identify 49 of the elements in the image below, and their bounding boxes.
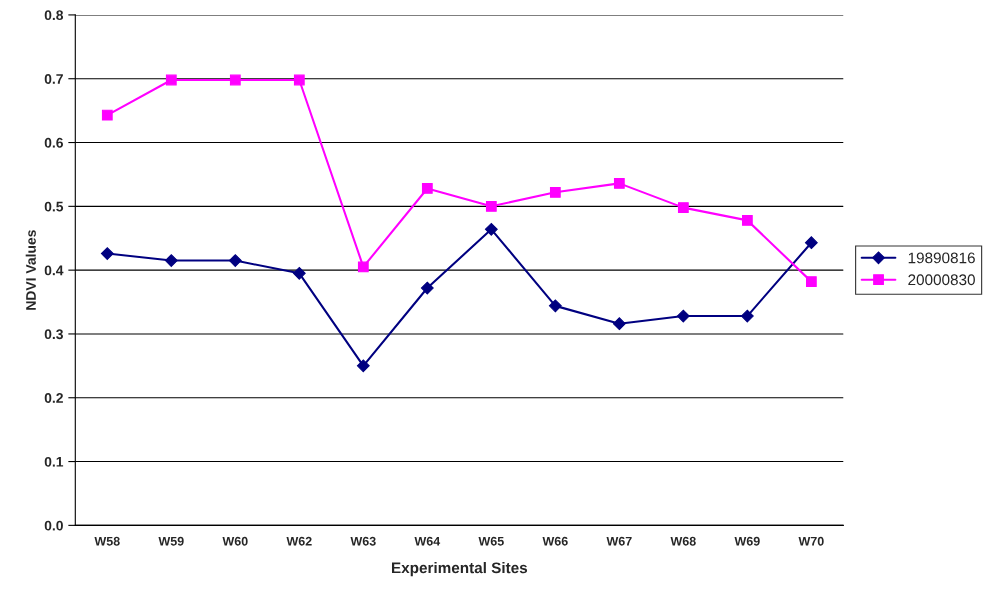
- point: [229, 74, 241, 86]
- point: [740, 309, 754, 323]
- point: [548, 299, 562, 313]
- x-tick-label: W64: [414, 536, 441, 546]
- point: [420, 281, 434, 295]
- x-tick-label: W62: [286, 536, 312, 546]
- point: [676, 309, 690, 323]
- x-axis-title: Experimental Sites: [392, 562, 528, 577]
- point: [356, 359, 370, 373]
- x-tick-label: W70: [798, 536, 824, 546]
- point: [357, 261, 369, 273]
- point: [612, 317, 626, 331]
- point: [293, 74, 305, 86]
- x-tick-label: W60: [222, 536, 248, 546]
- x-tick-label: W65: [478, 536, 504, 546]
- y-tick-label: 0.2: [44, 393, 63, 403]
- y-tick-label: 0.1: [44, 456, 64, 467]
- point: [421, 183, 433, 194]
- point: [805, 276, 817, 288]
- x-tick-label: W59: [158, 536, 184, 546]
- point: [549, 186, 561, 198]
- y-tick-label: 0.8: [44, 10, 64, 21]
- legend-label: 19890816: [908, 252, 975, 264]
- point: [804, 236, 818, 250]
- legend-label: 20000830: [908, 274, 975, 286]
- point: [741, 214, 753, 226]
- point: [485, 200, 497, 212]
- x-tick-label: W63: [350, 536, 376, 546]
- y-tick-label: 0.7: [44, 74, 63, 84]
- point: [100, 247, 114, 260]
- point: [165, 74, 177, 86]
- y-tick-label: 0.0: [44, 520, 63, 531]
- y-tick-label: 0.4: [44, 265, 64, 276]
- point: [613, 177, 625, 189]
- x-tick-label: W58: [94, 536, 120, 546]
- y-tick-label: 0.3: [44, 329, 63, 340]
- x-tick-label: W69: [734, 536, 760, 546]
- point: [164, 254, 178, 267]
- x-tick-label: W68: [670, 536, 696, 546]
- point: [292, 266, 306, 280]
- point: [484, 222, 498, 236]
- point: [677, 202, 689, 213]
- y-axis-title: NDVI Values: [25, 230, 36, 310]
- x-tick-label: W66: [542, 536, 568, 546]
- y-tick-label: 0.6: [44, 137, 63, 148]
- x-tick-label: W67: [606, 536, 632, 546]
- point: [101, 109, 113, 121]
- point: [228, 254, 242, 267]
- y-tick-label: 0.5: [44, 201, 64, 212]
